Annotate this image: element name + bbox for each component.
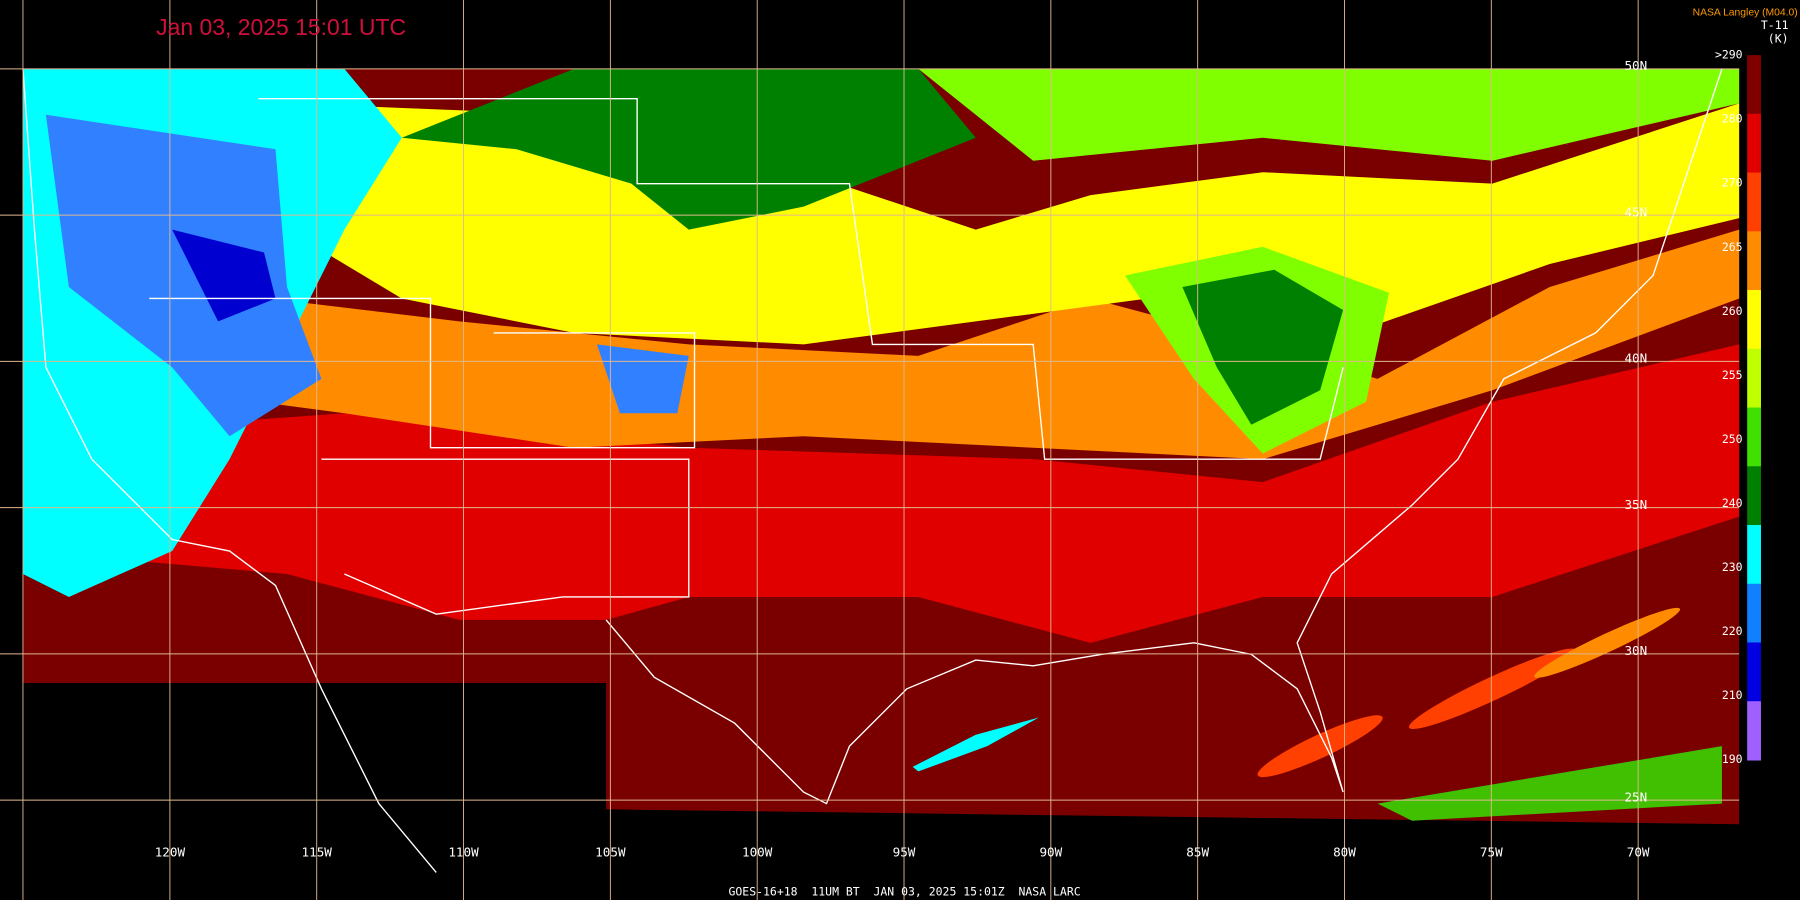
latitude-label: 45N: [1624, 204, 1647, 219]
longitude-label: 70W: [1627, 844, 1650, 859]
state-lines: [258, 98, 1344, 460]
region-lakes-core: [1182, 269, 1344, 425]
region-gulf: [912, 717, 1039, 772]
colorbar-label: 240: [1722, 496, 1743, 510]
graticule-labels: 120W 115W 110W 105W 100W 95W 90W 85W 80W 75W 70W 50…: [155, 58, 1650, 859]
graticule: [0, 0, 1740, 900]
footer: GOES-16+18 11UM BT JAN 03, 2025 15:01Z N…: [729, 884, 1081, 898]
colorbar-label: 210: [1722, 688, 1743, 702]
longitude-label: 120W: [155, 844, 186, 859]
credit: NASA Langley (M04.0): [1693, 7, 1798, 18]
state-lines: [321, 458, 690, 615]
coastline: [22, 68, 437, 873]
colorbar-segment: [1747, 407, 1761, 467]
latitude-label: 35N: [1624, 497, 1647, 512]
colorbar-label: 190: [1722, 752, 1743, 766]
longitude-label: 80W: [1333, 844, 1356, 859]
colorbar: >290 280 270 265 260 255 250 240 230 220 210 190: [1715, 48, 1761, 766]
colorbar-label: 250: [1722, 432, 1743, 446]
longitude-label: 95W: [893, 844, 916, 859]
streak: [1408, 648, 1576, 729]
colorbar-segment: [1747, 55, 1761, 115]
longitude-label: 105W: [595, 844, 626, 859]
region-red: [22, 344, 1740, 643]
colorbar-label: 260: [1722, 304, 1743, 318]
streak: [1534, 607, 1681, 678]
state-lines: [149, 297, 696, 449]
colorbar-segment: [1747, 113, 1761, 174]
colorbar-segment: [1747, 642, 1761, 702]
region-green: [401, 68, 976, 230]
latitude-label: 50N: [1624, 58, 1647, 73]
latitude-label: 25N: [1624, 789, 1647, 804]
colorbar-label: >290: [1715, 48, 1743, 62]
product: T-11: [1761, 18, 1789, 32]
colorbar-label: 265: [1722, 240, 1743, 254]
longitude-label: 90W: [1039, 844, 1062, 859]
boundaries: [22, 68, 1723, 873]
longitude-label: 110W: [448, 844, 479, 859]
coastline: [605, 68, 1723, 805]
longitude-label: 100W: [742, 844, 773, 859]
colorbar-label: 255: [1722, 368, 1743, 382]
longitude-label: 85W: [1186, 844, 1209, 859]
longitude-label: 115W: [302, 844, 333, 859]
colorbar-label: 280: [1722, 112, 1743, 126]
region-light-green: [918, 68, 1740, 161]
latitude-label: 30N: [1624, 643, 1647, 658]
title: Jan 03, 2025 15:01 UTC: [156, 14, 406, 40]
region-southeast: [1377, 746, 1722, 821]
colorbar-segment: [1747, 290, 1761, 350]
longitude-label: 75W: [1480, 844, 1503, 859]
imagery: [22, 68, 1740, 825]
colorbar-label: 270: [1722, 176, 1743, 190]
colorbar-segment: [1747, 701, 1761, 761]
region-blue: [45, 114, 322, 437]
colorbar-label: 220: [1722, 624, 1743, 638]
colorbar-segment: [1747, 172, 1761, 232]
colorbar-segment: [1747, 466, 1761, 526]
streak: [1257, 715, 1383, 778]
colorbar-label: 230: [1722, 560, 1743, 574]
colorbar-segment: [1747, 525, 1761, 585]
colorbar-segment: [1747, 348, 1761, 409]
unit: (K): [1768, 32, 1789, 46]
colorbar-segment: [1747, 231, 1761, 291]
colorbar-segment: [1747, 583, 1761, 644]
latitude-label: 40N: [1624, 351, 1647, 366]
